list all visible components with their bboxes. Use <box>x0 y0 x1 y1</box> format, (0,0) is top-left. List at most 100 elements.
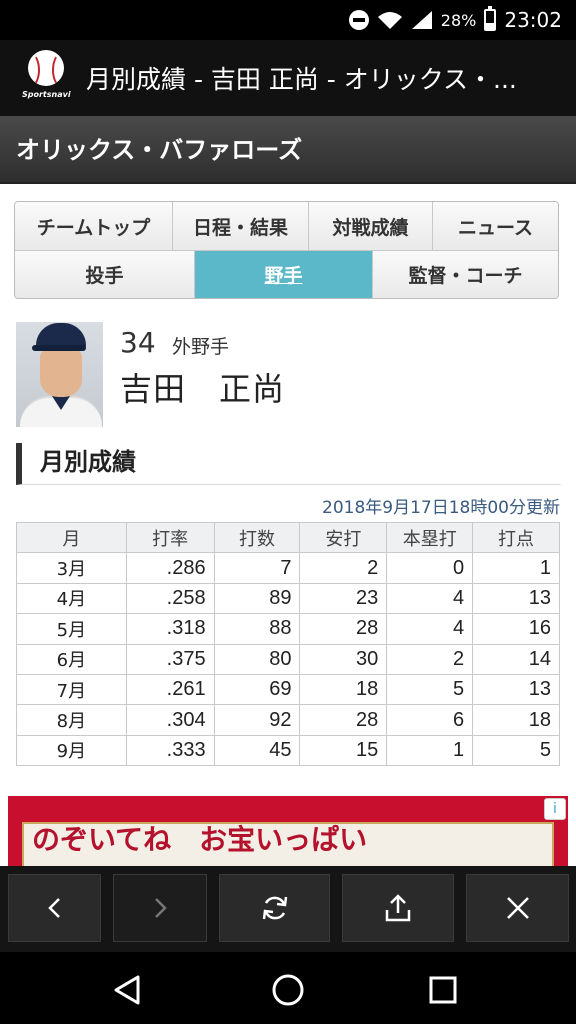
table-cell: 6月 <box>16 643 127 675</box>
tab-row-main: チームトップ 日程・結果 対戦成績 ニュース <box>15 202 558 250</box>
forward-button[interactable] <box>113 874 207 942</box>
status-bar: 28% 23:02 <box>0 0 576 40</box>
tab-coaches[interactable]: 監督・コーチ <box>373 251 558 298</box>
table-cell: 2 <box>299 552 388 584</box>
table-cell: 3月 <box>16 552 127 584</box>
table-cell: 45 <box>213 734 301 767</box>
player-position: 外野手 <box>172 336 230 358</box>
tab-head-to-head[interactable]: 対戦成績 <box>309 202 433 250</box>
table-row: 8月 .304 92 28 6 18 <box>16 704 560 736</box>
back-button[interactable] <box>8 874 101 942</box>
table-cell: .261 <box>125 673 215 706</box>
wifi-icon <box>377 12 402 29</box>
table-cell: 30 <box>299 643 388 675</box>
table-cell: 4月 <box>16 582 127 615</box>
table-cell: .258 <box>125 582 215 615</box>
do-not-disturb-icon <box>348 10 369 30</box>
table-cell: 14 <box>472 643 560 675</box>
table-cell: 16 <box>472 613 560 645</box>
col-home-runs: 本塁打 <box>386 521 474 554</box>
signal-icon <box>411 11 432 29</box>
updated-timestamp: 2018年9月17日18時00分更新 <box>322 498 560 518</box>
refresh-button[interactable] <box>219 874 330 942</box>
table-row: 5月 .318 88 28 4 16 <box>16 613 560 645</box>
table-cell: 9月 <box>16 734 127 767</box>
tab-row-roster: 投手 野手 監督・コーチ <box>15 250 558 298</box>
ad-banner[interactable]: のぞいてね お宝いっぱい i <box>8 796 568 876</box>
battery-percent: 28% <box>440 10 477 30</box>
table-row: 6月 .375 80 30 2 14 <box>16 643 560 675</box>
table-cell: 6 <box>386 704 474 736</box>
col-month: 月 <box>16 521 127 554</box>
table-cell: 5 <box>472 734 560 767</box>
forward-icon <box>155 898 167 918</box>
table-cell: 18 <box>299 673 388 706</box>
close-button[interactable] <box>466 874 569 942</box>
team-tabs: チームトップ 日程・結果 対戦成績 ニュース 投手 野手 監督・コーチ <box>14 201 559 299</box>
logo-text: Sportsnavi <box>22 90 71 99</box>
app-bar: Sportsnavi 月別成績 - 吉田 正尚 - オリックス・... <box>0 40 576 116</box>
table-cell: 0 <box>386 552 474 584</box>
table-cell: 2 <box>386 643 474 675</box>
table-cell: 5 <box>386 673 474 706</box>
player-header: 34 外野手 吉田 正尚 <box>16 322 561 428</box>
table-cell: 5月 <box>16 613 127 645</box>
nav-home-icon[interactable] <box>270 972 306 1008</box>
table-cell: 23 <box>299 582 388 615</box>
nav-recents-icon[interactable] <box>425 972 461 1008</box>
table-cell: 28 <box>299 613 388 645</box>
back-icon <box>47 898 60 918</box>
table-cell: 28 <box>299 704 388 736</box>
table-cell: 89 <box>213 582 301 615</box>
tab-schedule-results[interactable]: 日程・結果 <box>173 202 309 250</box>
col-hits: 安打 <box>299 521 388 554</box>
table-row: 7月 .261 69 18 5 13 <box>16 673 560 706</box>
table-row: 9月 .333 45 15 1 5 <box>16 734 560 767</box>
tab-pitchers[interactable]: 投手 <box>15 251 195 298</box>
info-icon[interactable]: i <box>544 798 566 820</box>
table-cell: 7 <box>213 552 301 584</box>
nav-back-icon[interactable] <box>110 972 146 1008</box>
table-cell: .304 <box>125 704 215 736</box>
player-number: 34 <box>120 326 156 359</box>
tab-news[interactable]: ニュース <box>433 202 558 250</box>
monthly-stats-table: 月 打率 打数 安打 本塁打 打点 3月 .286 7 2 0 1 4月 .258 89 23 4 1… <box>16 521 560 767</box>
sportsnavi-logo[interactable]: Sportsnavi <box>22 50 72 106</box>
team-header: オリックス・バファローズ <box>0 116 576 184</box>
table-cell: 4 <box>386 613 474 645</box>
table-cell: 13 <box>472 673 560 706</box>
baseball-icon <box>28 50 64 87</box>
table-cell: 18 <box>472 704 560 736</box>
table-cell: 7月 <box>16 673 127 706</box>
table-cell: 1 <box>386 734 474 767</box>
share-icon <box>385 894 411 922</box>
player-name: 吉田 正尚 <box>120 370 286 408</box>
browser-toolbar <box>0 866 576 952</box>
table-cell: 69 <box>213 673 301 706</box>
clock: 23:02 <box>504 8 562 32</box>
table-header-row: 月 打率 打数 安打 本塁打 打点 <box>16 521 560 554</box>
table-cell: 13 <box>472 582 560 615</box>
col-at-bats: 打数 <box>213 521 301 554</box>
table-cell: 1 <box>472 552 560 584</box>
ad-text: のぞいてね お宝いっぱい <box>32 823 368 856</box>
share-button[interactable] <box>342 874 454 942</box>
page-title: 月別成績 - 吉田 正尚 - オリックス・... <box>86 65 517 94</box>
table-cell: .286 <box>125 552 215 584</box>
close-icon <box>506 897 529 919</box>
table-cell: .375 <box>125 643 215 675</box>
table-cell: .318 <box>125 613 215 645</box>
table-row: 3月 .286 7 2 0 1 <box>16 552 560 584</box>
player-photo <box>16 322 103 427</box>
table-cell: 88 <box>213 613 301 645</box>
col-avg: 打率 <box>125 521 215 554</box>
battery-icon <box>484 6 497 31</box>
table-cell: 92 <box>213 704 301 736</box>
table-cell: 4 <box>386 582 474 615</box>
table-cell: 15 <box>299 734 388 767</box>
android-nav-bar <box>0 952 576 1024</box>
table-cell: 8月 <box>16 704 127 736</box>
tab-team-top[interactable]: チームトップ <box>15 202 173 250</box>
table-row: 4月 .258 89 23 4 13 <box>16 582 560 615</box>
tab-fielders[interactable]: 野手 <box>195 251 373 298</box>
